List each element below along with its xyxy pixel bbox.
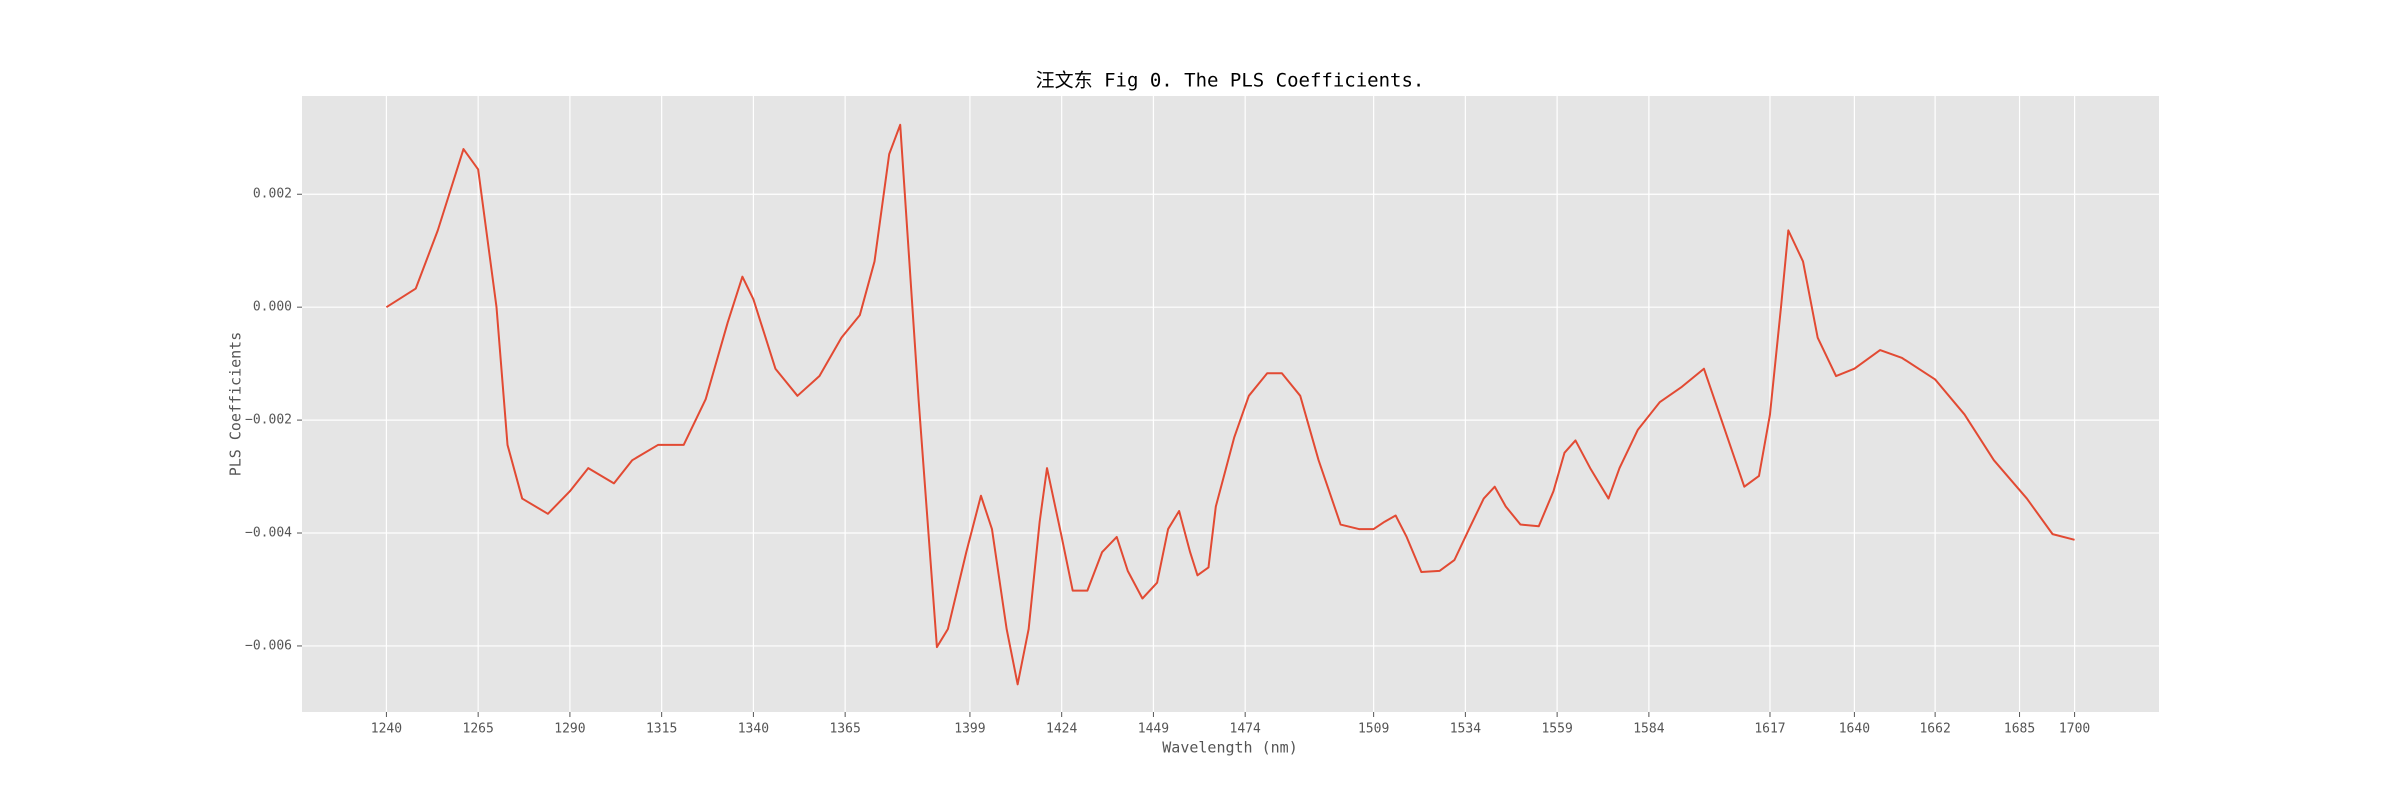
y-tick-label: −0.004 (245, 526, 292, 541)
x-tick-label: 1424 (1046, 722, 1077, 737)
chart-title: 汪文东 Fig 0. The PLS Coefficients. (1036, 70, 1425, 92)
x-tick-label: 1240 (371, 722, 402, 737)
x-tick-label: 1340 (738, 722, 769, 737)
x-tick-label: 1315 (646, 722, 677, 737)
y-tick-label: 0.002 (253, 187, 292, 202)
x-tick-label: 1399 (954, 722, 985, 737)
x-tick-label: 1265 (463, 722, 494, 737)
x-tick-label: 1509 (1358, 722, 1389, 737)
x-tick-label: 1290 (554, 722, 585, 737)
x-tick-label: 1449 (1138, 722, 1169, 737)
x-tick-label: 1685 (2004, 722, 2035, 737)
x-tick-label: 1584 (1633, 722, 1664, 737)
x-tick-label: 1559 (1541, 722, 1572, 737)
x-tick-label: 1617 (1754, 722, 1785, 737)
data-line (385, 123, 2075, 686)
plot-area (302, 96, 2159, 712)
y-tick-label: −0.002 (245, 413, 292, 428)
x-tick-label: 1700 (2059, 722, 2090, 737)
y-axis-label: PLS Coefficients (227, 332, 245, 477)
x-tick-label: 1534 (1450, 722, 1481, 737)
y-tick-label: −0.006 (245, 638, 292, 653)
y-tick-label: 0.000 (253, 300, 292, 315)
x-tick-label: 1474 (1230, 722, 1261, 737)
x-tick-label: 1640 (1839, 722, 1870, 737)
x-tick-label: 1365 (829, 722, 860, 737)
x-axis-label: Wavelength (nm) (1162, 739, 1297, 757)
x-tick-label: 1662 (1919, 722, 1950, 737)
